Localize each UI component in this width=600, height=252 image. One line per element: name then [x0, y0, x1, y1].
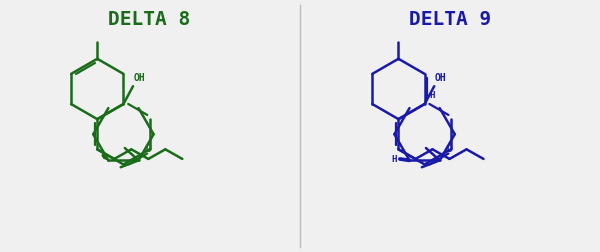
Text: DELTA 9: DELTA 9 [409, 10, 492, 29]
Text: O: O [146, 144, 152, 154]
Text: DELTA 8: DELTA 8 [108, 10, 191, 29]
Text: OH: OH [134, 74, 145, 83]
Text: H: H [392, 154, 397, 164]
Text: H: H [430, 91, 435, 100]
Text: OH: OH [435, 74, 446, 83]
Text: O: O [447, 144, 453, 154]
